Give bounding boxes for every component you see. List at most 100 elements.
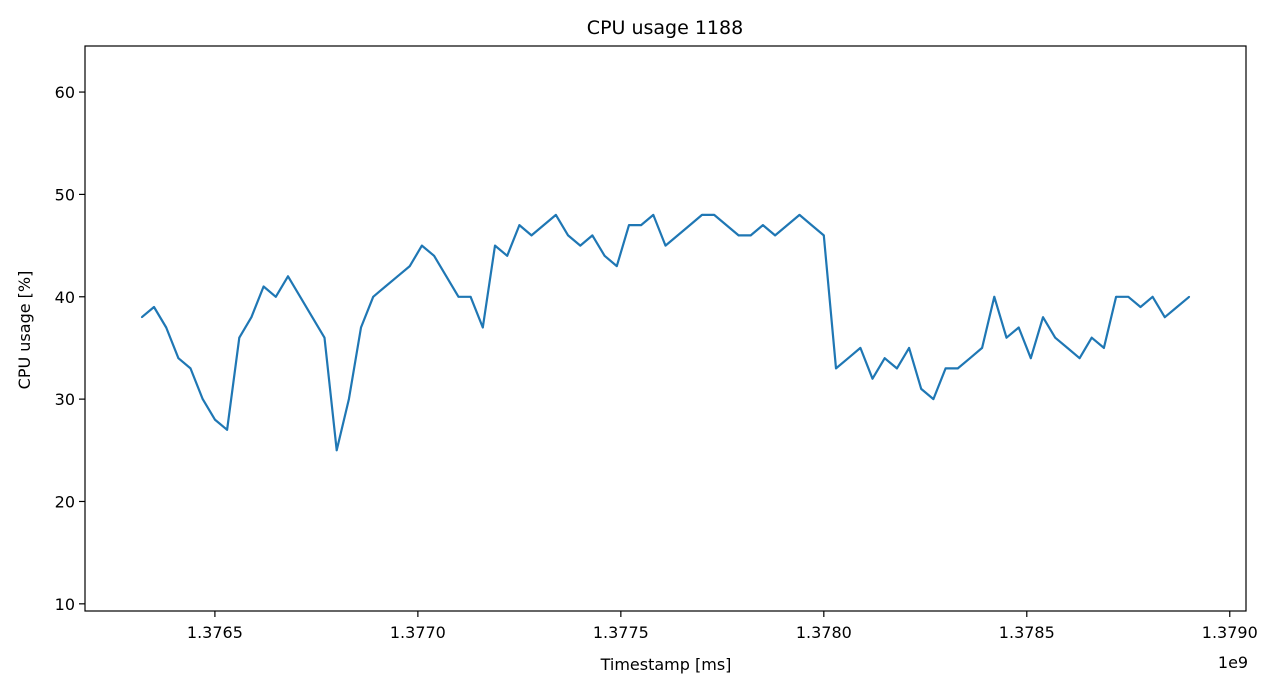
data-point (554, 213, 557, 216)
data-point (969, 357, 971, 360)
data-point (323, 336, 326, 339)
data-point (335, 449, 338, 452)
data-point (372, 295, 375, 298)
data-point (664, 244, 667, 247)
data-point (798, 213, 801, 216)
data-point (189, 367, 192, 370)
data-point (603, 254, 606, 257)
y-tick-label: 60 (55, 83, 75, 102)
x-axis-label: Timestamp [ms] (600, 655, 732, 674)
y-axis-label: CPU usage [%] (15, 271, 34, 390)
data-point (153, 306, 155, 308)
data-point (214, 418, 216, 421)
data-point (579, 244, 582, 247)
x-tick-label: 1.3775 (593, 623, 649, 642)
data-point (1139, 306, 1142, 308)
data-point (250, 316, 253, 319)
data-point (749, 234, 752, 237)
data-point (238, 336, 241, 339)
data-point (1029, 357, 1032, 360)
x-tick-label: 1.3765 (187, 623, 243, 642)
data-point (1115, 295, 1117, 298)
data-point (944, 367, 947, 370)
data-point (469, 295, 472, 298)
data-point (883, 357, 886, 360)
data-point (822, 234, 825, 237)
x-axis-offset-label: 1e9 (1218, 653, 1248, 672)
data-point (1188, 295, 1191, 298)
data-point (396, 275, 399, 278)
chart-title: CPU usage 1188 (587, 17, 743, 39)
data-point (226, 428, 228, 431)
data-point (871, 377, 874, 380)
data-point (652, 213, 655, 216)
x-tick-label: 1.3780 (796, 623, 852, 642)
data-point (457, 295, 460, 298)
data-point (274, 295, 277, 298)
data-point (1042, 316, 1044, 319)
data-point (1054, 336, 1057, 339)
data-point (920, 387, 923, 390)
data-point (895, 367, 898, 370)
data-point (1005, 336, 1008, 339)
data-point (688, 224, 691, 227)
y-tick-label: 10 (55, 595, 75, 614)
data-point (956, 367, 959, 370)
data-point (140, 316, 143, 319)
data-point (542, 224, 545, 227)
data-point (262, 285, 265, 288)
data-point (1103, 347, 1105, 349)
data-point (774, 234, 777, 237)
data-point (421, 244, 423, 247)
x-tick-label: 1.3770 (390, 623, 446, 642)
data-point (530, 234, 533, 237)
data-point (506, 254, 509, 257)
data-point (1017, 326, 1020, 329)
y-tick-label: 20 (55, 492, 75, 511)
data-point (165, 326, 168, 329)
data-point (299, 295, 302, 298)
data-point (1090, 336, 1093, 339)
y-axis: 10 20 30 40 50 60 (55, 83, 85, 614)
data-point (481, 326, 484, 329)
data-point (762, 224, 764, 227)
data-point (408, 265, 411, 267)
x-axis: 1.3765 1.3770 1.3775 1.3780 1.3785 1.3790 (187, 611, 1258, 642)
data-point (713, 213, 716, 216)
data-point (518, 224, 521, 227)
data-point (725, 224, 728, 227)
data-point (737, 234, 740, 237)
plot-area (140, 213, 1191, 452)
y-tick-label: 30 (55, 390, 75, 409)
data-point (859, 347, 862, 349)
x-tick-label: 1.3785 (999, 623, 1055, 642)
data-point (810, 224, 813, 227)
data-point (567, 234, 569, 237)
data-point (445, 275, 448, 278)
y-tick-label: 50 (55, 185, 75, 204)
data-point (1163, 316, 1166, 319)
data-point (786, 224, 789, 227)
data-point (360, 326, 362, 329)
data-point (1176, 306, 1178, 308)
data-point (177, 357, 180, 360)
data-point (347, 398, 350, 401)
data-point (433, 254, 436, 257)
data-point (1078, 357, 1081, 360)
data-point (1127, 295, 1130, 298)
data-point (1151, 295, 1154, 298)
data-point (835, 367, 837, 370)
data-point (494, 244, 496, 247)
data-point (993, 295, 996, 298)
data-point (676, 234, 679, 237)
data-point (908, 347, 910, 349)
data-point (628, 224, 630, 227)
data-point (384, 285, 387, 288)
data-point (1066, 347, 1069, 349)
data-point (615, 265, 618, 267)
data-point (640, 224, 643, 227)
data-point (847, 357, 850, 360)
data-point (591, 234, 594, 237)
